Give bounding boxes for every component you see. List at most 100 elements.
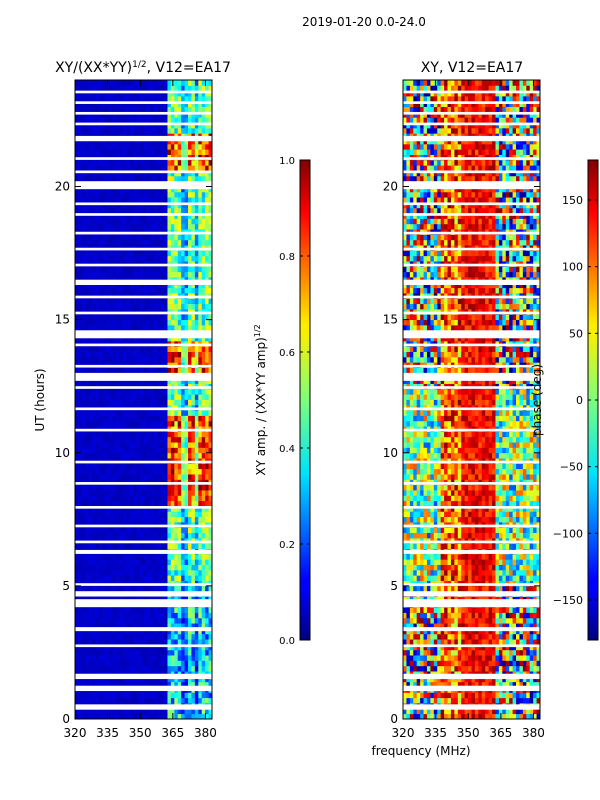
heatmap-cell: [81, 186, 86, 193]
heatmap-cell: [205, 474, 209, 480]
heatmap-cell: [85, 186, 90, 193]
heatmap-cell: [116, 271, 120, 278]
heatmap-cell: [136, 612, 141, 619]
heatmap-cell: [98, 388, 103, 395]
heatmap-cell: [112, 660, 117, 667]
heatmap-cell: [88, 399, 93, 406]
heatmap-cell: [75, 255, 79, 262]
heatmap-cell: [88, 436, 93, 443]
heatmap-cell: [119, 250, 124, 257]
heatmap-cell: [153, 378, 158, 384]
heatmap-cell: [208, 623, 212, 629]
heatmap-cell: [85, 213, 90, 219]
heatmap-cell: [136, 165, 141, 171]
heatmap-cell: [167, 553, 172, 560]
heatmap-cell: [88, 585, 93, 592]
heatmap-cell: [201, 234, 206, 241]
heatmap-cell: [170, 569, 175, 576]
heatmap-cell: [116, 149, 120, 155]
heatmap-cell: [133, 420, 138, 427]
heatmap-cell: [184, 287, 189, 294]
heatmap-cell: [92, 399, 96, 406]
heatmap-cell: [102, 234, 107, 241]
heatmap-cell: [164, 553, 168, 560]
heatmap-cell: [95, 191, 100, 198]
heatmap-cell: [140, 495, 144, 502]
heatmap-cell: [95, 463, 100, 470]
heatmap-cell: [122, 149, 127, 155]
heatmap-cell: [160, 394, 165, 400]
heatmap-cell: [143, 564, 148, 571]
heatmap-cell: [205, 218, 209, 225]
heatmap-cell: [126, 420, 131, 427]
heatmap-cell: [177, 197, 182, 203]
heatmap-cell: [122, 415, 127, 422]
heatmap-cell: [105, 298, 110, 305]
heatmap-cell: [167, 101, 172, 108]
heatmap-cell: [78, 319, 83, 326]
heatmap-cell: [512, 713, 517, 719]
heatmap-cell: [136, 351, 141, 358]
heatmap-cell: [129, 239, 134, 246]
heatmap-cell: [143, 463, 148, 470]
heatmap-cell: [92, 394, 96, 400]
heatmap-cell: [184, 676, 189, 683]
heatmap-cell: [208, 468, 212, 475]
heatmap-cell: [150, 202, 155, 209]
heatmap-cell: [126, 516, 131, 523]
heatmap-cell: [177, 463, 182, 470]
heatmap-cell: [146, 612, 151, 619]
heatmap-cell: [440, 713, 445, 719]
heatmap-cell: [146, 314, 151, 321]
heatmap-cell: [109, 346, 114, 352]
heatmap-cell: [150, 639, 155, 645]
heatmap-cell: [181, 303, 185, 310]
heatmap-cell: [198, 324, 203, 331]
heatmap-cell: [126, 197, 131, 203]
heatmap-cell: [167, 639, 172, 645]
heatmap-cell: [112, 250, 117, 257]
heatmap-cell: [167, 399, 172, 406]
heatmap-cell: [153, 628, 158, 635]
heatmap-cell: [184, 713, 189, 719]
heatmap-cell: [205, 649, 209, 656]
heatmap-cell: [75, 713, 79, 719]
heatmap-cell: [116, 665, 120, 672]
heatmap-cell: [112, 122, 117, 129]
heatmap-cell: [177, 569, 182, 576]
x-tick-label: 380: [194, 726, 217, 740]
heatmap-cell: [188, 271, 192, 278]
heatmap-cell: [167, 80, 172, 86]
heatmap-cell: [191, 442, 196, 448]
heatmap-cell: [157, 639, 162, 645]
heatmap-cell: [184, 101, 189, 108]
heatmap-cell: [133, 543, 138, 550]
heatmap-cell: [153, 143, 158, 150]
heatmap-cell: [81, 511, 86, 518]
heatmap-cell: [146, 165, 151, 171]
heatmap-cell: [153, 692, 158, 699]
heatmap-cell: [188, 202, 192, 209]
heatmap-cell: [98, 175, 103, 182]
heatmap-cell: [167, 149, 172, 155]
heatmap-cell: [92, 420, 96, 427]
heatmap-cell: [205, 468, 209, 475]
heatmap-cell: [181, 585, 185, 592]
heatmap-cell: [112, 420, 117, 427]
heatmap-cell: [184, 367, 189, 374]
heatmap-cell: [150, 665, 155, 672]
heatmap-cell: [98, 394, 103, 400]
heatmap-cell: [430, 708, 435, 715]
heatmap-cell: [198, 484, 203, 491]
heatmap-cell: [153, 95, 158, 102]
heatmap-cell: [153, 117, 158, 123]
heatmap-cell: [157, 378, 162, 384]
flagged-interval: [75, 343, 212, 347]
heatmap-cell: [437, 713, 442, 719]
heatmap-cell: [198, 452, 203, 459]
heatmap-cell: [95, 106, 100, 113]
heatmap-cell: [201, 346, 206, 352]
heatmap-cell: [177, 399, 182, 406]
heatmap-cell: [129, 266, 134, 273]
heatmap-cell: [188, 628, 192, 635]
